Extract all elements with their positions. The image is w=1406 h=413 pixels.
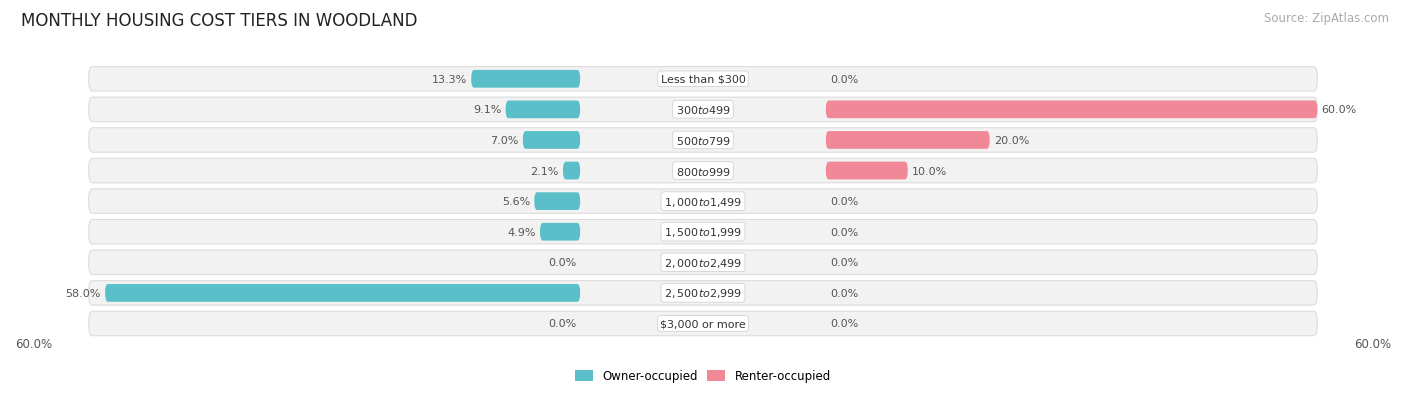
Text: 0.0%: 0.0% [830, 319, 858, 329]
FancyBboxPatch shape [825, 162, 908, 180]
Text: 4.9%: 4.9% [508, 227, 536, 237]
FancyBboxPatch shape [89, 128, 1317, 153]
FancyBboxPatch shape [89, 159, 1317, 183]
FancyBboxPatch shape [471, 71, 581, 88]
Text: $800 to $999: $800 to $999 [675, 165, 731, 177]
Text: 2.1%: 2.1% [530, 166, 558, 176]
Text: 0.0%: 0.0% [830, 288, 858, 298]
FancyBboxPatch shape [89, 250, 1317, 275]
FancyBboxPatch shape [89, 281, 1317, 305]
Text: 0.0%: 0.0% [830, 227, 858, 237]
Text: 10.0%: 10.0% [912, 166, 948, 176]
FancyBboxPatch shape [825, 132, 990, 150]
FancyBboxPatch shape [89, 98, 1317, 122]
Text: $1,500 to $1,999: $1,500 to $1,999 [664, 225, 742, 239]
Text: 20.0%: 20.0% [994, 135, 1029, 146]
FancyBboxPatch shape [562, 162, 581, 180]
FancyBboxPatch shape [89, 311, 1317, 336]
FancyBboxPatch shape [89, 220, 1317, 244]
Text: 0.0%: 0.0% [548, 258, 576, 268]
FancyBboxPatch shape [89, 67, 1317, 92]
Text: 0.0%: 0.0% [830, 75, 858, 85]
FancyBboxPatch shape [105, 284, 581, 302]
Text: Source: ZipAtlas.com: Source: ZipAtlas.com [1264, 12, 1389, 25]
Text: 5.6%: 5.6% [502, 197, 530, 206]
Text: $3,000 or more: $3,000 or more [661, 319, 745, 329]
Text: $300 to $499: $300 to $499 [675, 104, 731, 116]
FancyBboxPatch shape [534, 193, 581, 211]
Text: 13.3%: 13.3% [432, 75, 467, 85]
Text: $1,000 to $1,499: $1,000 to $1,499 [664, 195, 742, 208]
FancyBboxPatch shape [523, 132, 581, 150]
Text: Less than $300: Less than $300 [661, 75, 745, 85]
Text: 58.0%: 58.0% [66, 288, 101, 298]
Text: MONTHLY HOUSING COST TIERS IN WOODLAND: MONTHLY HOUSING COST TIERS IN WOODLAND [21, 12, 418, 30]
Text: 60.0%: 60.0% [1354, 337, 1391, 351]
Text: $2,500 to $2,999: $2,500 to $2,999 [664, 287, 742, 300]
FancyBboxPatch shape [825, 101, 1317, 119]
Text: 0.0%: 0.0% [830, 197, 858, 206]
Text: $500 to $799: $500 to $799 [675, 135, 731, 147]
Text: 7.0%: 7.0% [491, 135, 519, 146]
FancyBboxPatch shape [506, 101, 581, 119]
Text: 60.0%: 60.0% [1322, 105, 1357, 115]
Text: 0.0%: 0.0% [830, 258, 858, 268]
FancyBboxPatch shape [540, 223, 581, 241]
FancyBboxPatch shape [89, 190, 1317, 214]
Text: 9.1%: 9.1% [474, 105, 502, 115]
Text: 0.0%: 0.0% [548, 319, 576, 329]
Text: $2,000 to $2,499: $2,000 to $2,499 [664, 256, 742, 269]
Legend: Owner-occupied, Renter-occupied: Owner-occupied, Renter-occupied [571, 365, 835, 387]
Text: 60.0%: 60.0% [15, 337, 52, 351]
